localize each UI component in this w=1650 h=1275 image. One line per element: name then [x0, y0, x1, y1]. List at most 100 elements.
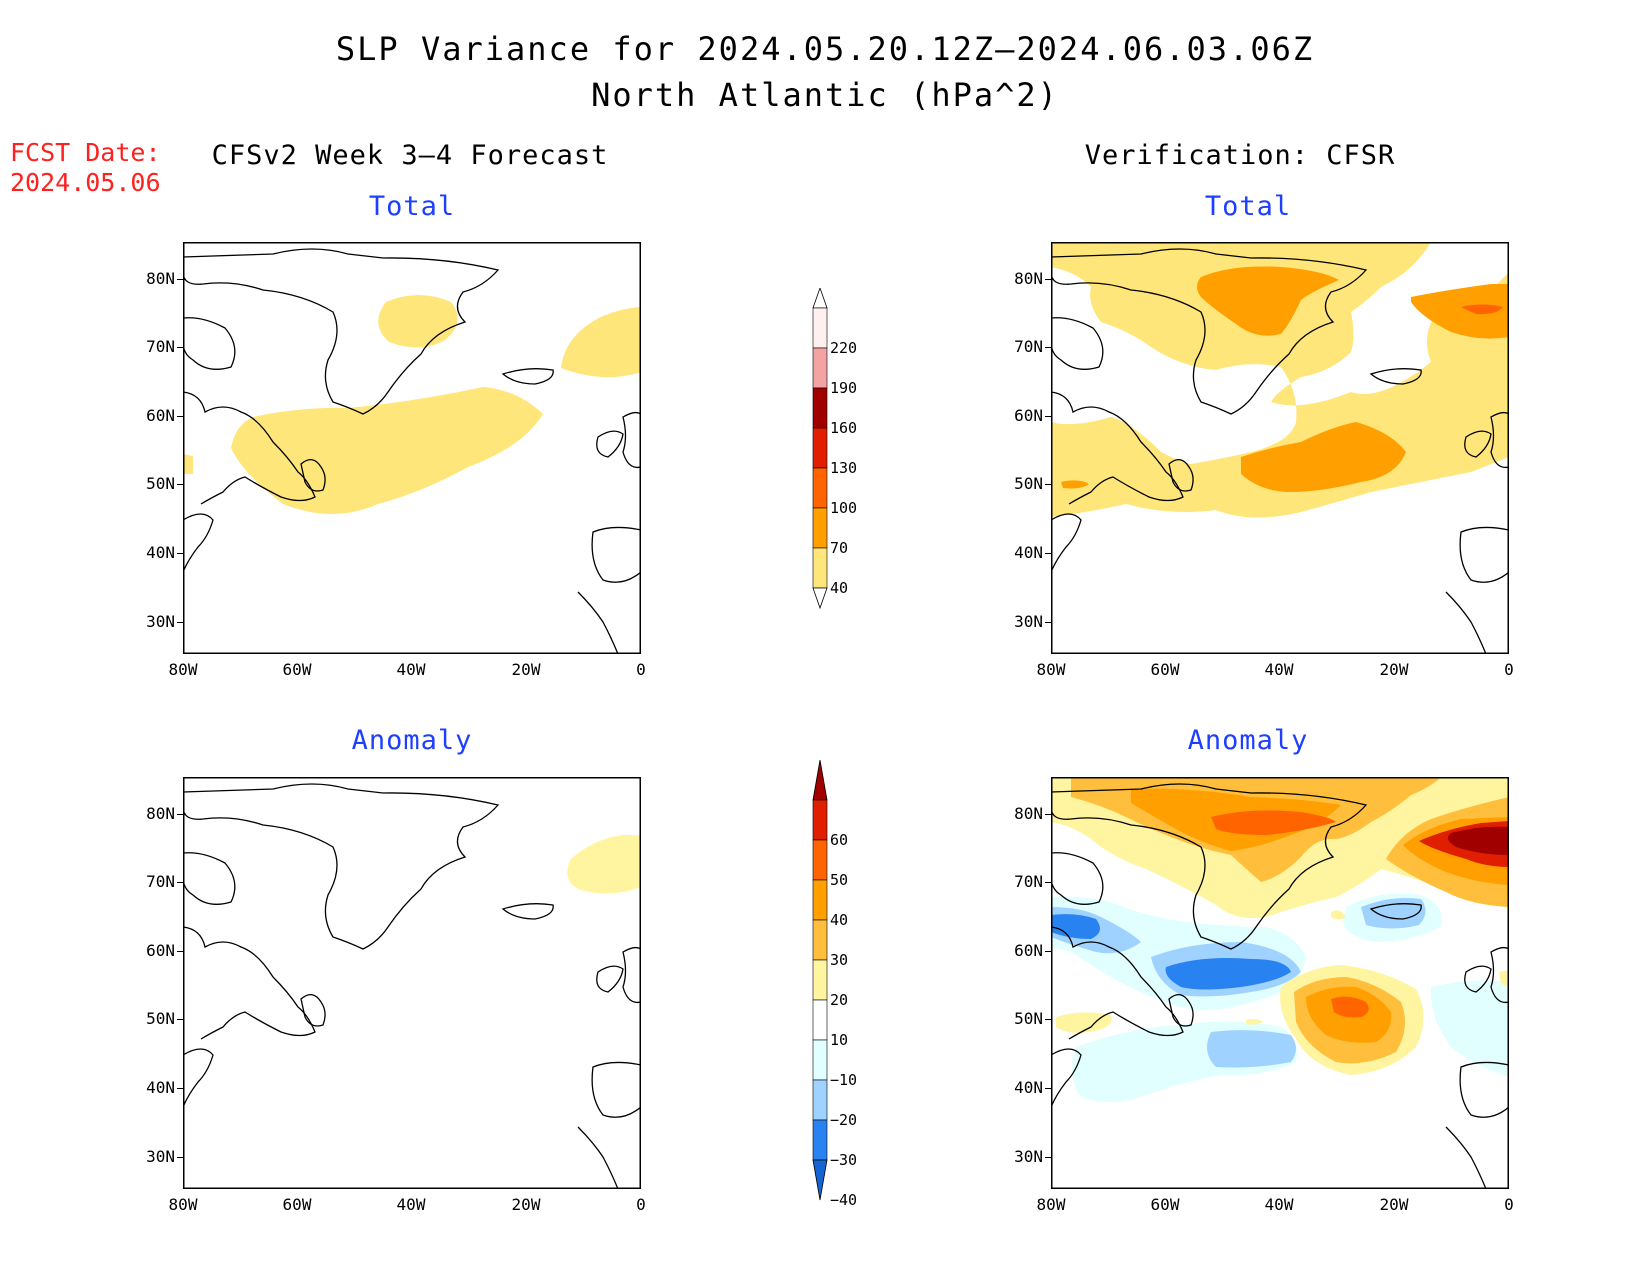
contour-10-small-north — [1331, 910, 1346, 920]
lat-tick-label: 60N — [146, 941, 175, 960]
colorbar-label: 20 — [830, 991, 849, 1009]
lat-tick-mark — [1045, 622, 1051, 623]
lat-tick-mark — [177, 416, 183, 417]
colorbar-label: 100 — [830, 499, 858, 517]
contour-10-labrador — [1056, 1012, 1112, 1033]
main-title: SLP Variance for 2024.05.20.12Z–2024.06.… — [335, 30, 1315, 68]
colorbar-box — [812, 879, 828, 921]
colorbar-label: 10 — [830, 1031, 849, 1049]
verification-column-title: Verification: CFSR — [1084, 140, 1396, 171]
lon-tick-label: 20W — [511, 1195, 541, 1214]
lon-tick-label: 80W — [1036, 660, 1066, 679]
lat-tick-mark — [1045, 416, 1051, 417]
colorbar-top-triangle — [812, 759, 828, 801]
lon-tick-label: 0 — [636, 1195, 646, 1214]
lat-tick-mark — [177, 1019, 183, 1020]
lat-tick-label: 80N — [1014, 269, 1043, 288]
lat-tick-label: 60N — [146, 406, 175, 425]
colorbar-total — [808, 286, 848, 618]
colorbar-box — [812, 547, 828, 589]
colorbar-box — [812, 919, 828, 961]
lat-tick-label: 30N — [146, 1147, 175, 1166]
lon-tick-label: 60W — [1150, 660, 1180, 679]
lat-tick-mark — [1045, 882, 1051, 883]
lon-tick-label: 80W — [1036, 1195, 1066, 1214]
forecast-total-map — [183, 242, 641, 654]
lat-tick-label: 40N — [146, 543, 175, 562]
forecast-date: FCST Date: 2024.05.06 — [10, 138, 161, 198]
lat-tick-mark — [177, 279, 183, 280]
colorbar-label: 40 — [830, 579, 849, 597]
contour-40-coast — [183, 454, 193, 474]
lat-tick-mark — [1045, 1088, 1051, 1089]
lon-tick-label: 20W — [511, 660, 541, 679]
contour-40-labrador-sea-band — [231, 387, 543, 514]
lon-tick-label: 0 — [1504, 1195, 1514, 1214]
lat-tick-label: 70N — [146, 872, 175, 891]
colorbar-box — [812, 387, 828, 429]
colorbar-label: −30 — [830, 1151, 858, 1169]
forecast-date-label: FCST Date: — [10, 138, 161, 167]
colorbar-box — [812, 799, 828, 841]
lon-tick-label: 20W — [1379, 1195, 1409, 1214]
contour-neg20-south — [1207, 1030, 1296, 1068]
colorbar-label: 30 — [830, 951, 849, 969]
lat-tick-mark — [177, 347, 183, 348]
colorbar-label: −20 — [830, 1111, 858, 1129]
lon-tick-label: 0 — [1504, 660, 1514, 679]
lat-tick-mark — [177, 951, 183, 952]
lat-tick-label: 40N — [1014, 1078, 1043, 1097]
colorbar-label: 160 — [830, 419, 858, 437]
forecast-anomaly-title: Anomaly — [351, 725, 473, 756]
lat-tick-mark — [177, 1157, 183, 1158]
contour-neg30-west — [1051, 914, 1100, 939]
lat-tick-mark — [177, 622, 183, 623]
newfoundland-coastline — [300, 459, 326, 492]
lat-tick-label: 30N — [146, 612, 175, 631]
lon-tick-label: 40W — [1264, 660, 1294, 679]
verification-anomaly-title: Anomaly — [1187, 725, 1309, 756]
lat-tick-mark — [177, 1088, 183, 1089]
lat-tick-mark — [177, 814, 183, 815]
colorbar-box — [812, 507, 828, 549]
lat-tick-label: 80N — [146, 269, 175, 288]
forecast-column-title: CFSv2 Week 3–4 Forecast — [211, 140, 609, 171]
lat-tick-mark — [177, 484, 183, 485]
contour-40-norway — [561, 307, 641, 378]
colorbar-box — [812, 347, 828, 389]
colorbar-label: 40 — [830, 911, 849, 929]
lat-tick-label: 30N — [1014, 612, 1043, 631]
colorbar-box — [812, 307, 828, 349]
forecast-date-value: 2024.05.06 — [10, 168, 161, 197]
verification-total-title: Total — [1204, 191, 1292, 222]
lat-tick-label: 70N — [146, 337, 175, 356]
lat-tick-label: 50N — [146, 1009, 175, 1028]
contour-70-ocean — [1241, 422, 1406, 492]
us-east-coastline — [183, 513, 214, 573]
contour-100-norway — [1461, 304, 1503, 315]
lat-tick-label: 80N — [1014, 804, 1043, 823]
lat-tick-mark — [1045, 279, 1051, 280]
lon-tick-label: 0 — [636, 660, 646, 679]
colorbar-top-triangle — [812, 286, 828, 309]
lat-tick-label: 50N — [1014, 474, 1043, 493]
iceland-coastline — [501, 368, 554, 385]
contour-40-greenland — [378, 295, 458, 348]
lon-tick-label: 60W — [1150, 1195, 1180, 1214]
forecast-anomaly-map — [183, 777, 641, 1189]
contour-70-norway — [1411, 284, 1509, 339]
forecast-total-title: Total — [368, 191, 456, 222]
lat-tick-mark — [1045, 347, 1051, 348]
lon-tick-label: 60W — [282, 1195, 312, 1214]
lon-tick-label: 80W — [168, 660, 198, 679]
colorbar-box — [812, 839, 828, 881]
lat-tick-label: 60N — [1014, 941, 1043, 960]
colorbar-label: 220 — [830, 339, 858, 357]
colorbar-label: 130 — [830, 459, 858, 477]
contour-70-greenland — [1197, 266, 1339, 336]
contour-neg30-central — [1165, 958, 1291, 990]
colorbar-box — [812, 1039, 828, 1081]
contour-neg10-east — [1430, 980, 1509, 1077]
lat-tick-label: 40N — [1014, 543, 1043, 562]
lat-tick-mark — [1045, 814, 1051, 815]
